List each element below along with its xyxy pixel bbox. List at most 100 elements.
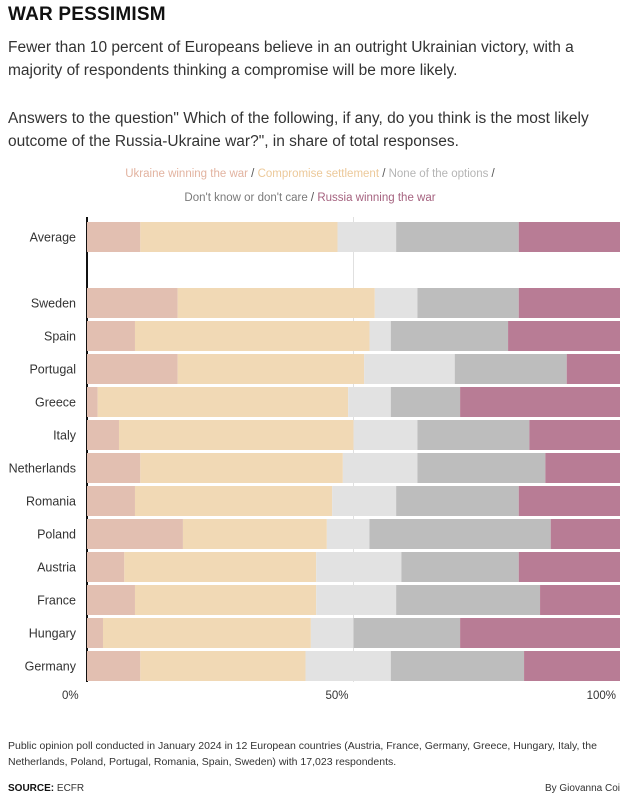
category-label: Poland — [37, 528, 76, 542]
chart-notes: Public opinion poll conducted in January… — [8, 740, 597, 768]
bar-segment-russia — [540, 585, 620, 615]
bar-segment-none — [364, 354, 455, 384]
x-tick-label: 50% — [325, 690, 348, 702]
bar-segment-dontknow — [353, 618, 461, 648]
bar-segment-compromise — [118, 420, 354, 450]
bar-segment-russia — [545, 453, 620, 483]
bar-segment-compromise — [97, 387, 349, 417]
bar-segment-compromise — [134, 486, 333, 516]
bar-segment-dontknow — [417, 420, 530, 450]
bar-segment-none — [348, 387, 391, 417]
bar-segment-compromise — [134, 585, 317, 615]
bar-segment-dontknow — [396, 486, 519, 516]
chart-question: Answers to the question" Which of the fo… — [8, 110, 589, 150]
bar-segment-none — [342, 453, 418, 483]
author-credit: By Giovanna Coi — [544, 783, 620, 794]
bar-segment-ukraine — [87, 486, 135, 516]
bar-segment-compromise — [177, 354, 365, 384]
bar-segment-russia — [518, 222, 620, 252]
bar-segment-none — [374, 288, 418, 318]
bar-segment-none — [353, 420, 418, 450]
bar-segment-russia — [518, 552, 620, 582]
legend-compromise: Compromise settlement — [257, 168, 380, 180]
legend-separator: / — [247, 168, 258, 180]
bar-segment-dontknow — [454, 354, 567, 384]
bar-segment-compromise — [102, 618, 311, 648]
bar-segment-russia — [529, 420, 620, 450]
source-value: ECFR — [56, 783, 85, 794]
bar-segment-compromise — [182, 519, 327, 549]
bar-segment-none — [332, 486, 397, 516]
x-tick-label: 0% — [62, 690, 79, 702]
legend-line-2: Don't know or don't care / Russia winnin… — [0, 191, 620, 205]
legend-separator: / — [488, 168, 495, 180]
bar-segment-ukraine — [87, 585, 135, 615]
bar-segment-ukraine — [87, 552, 125, 582]
bar-segment-dontknow — [369, 519, 551, 549]
legend-dontknow: Don't know or don't care — [184, 192, 308, 204]
bar-segment-none — [337, 222, 397, 252]
bar-segment-compromise — [124, 552, 317, 582]
bar-segment-none — [310, 618, 354, 648]
category-label: Hungary — [29, 627, 77, 641]
category-label: France — [37, 594, 76, 608]
bar-segment-none — [305, 651, 391, 681]
bar-segment-ukraine — [87, 321, 135, 351]
bar-segment-ukraine — [87, 618, 103, 648]
bar-segment-ukraine — [87, 453, 141, 483]
bar-segment-compromise — [140, 222, 338, 252]
bar-segment-dontknow — [390, 651, 525, 681]
category-label: Italy — [53, 429, 77, 443]
bar-segment-ukraine — [87, 222, 141, 252]
category-label: Sweden — [31, 297, 76, 311]
bar-segment-dontknow — [417, 288, 519, 318]
category-label: Average — [30, 231, 76, 245]
bar-segment-compromise — [177, 288, 375, 318]
legend-ukraine: Ukraine winning the war — [125, 168, 248, 180]
bar-segment-ukraine — [87, 288, 178, 318]
category-label: Germany — [25, 660, 77, 674]
legend-separator: / — [379, 168, 389, 180]
category-label: Greece — [35, 396, 76, 410]
bar-segment-ukraine — [87, 420, 119, 450]
bar-segment-russia — [550, 519, 620, 549]
bar-segment-russia — [518, 288, 620, 318]
category-label: Netherlands — [9, 462, 76, 476]
bar-segment-compromise — [134, 321, 370, 351]
stacked-bar-chart: Average Sweden Spain Portugal Greece Italy Net… — [9, 217, 620, 702]
bar-segment-none — [316, 585, 397, 615]
bar-segment-compromise — [140, 651, 306, 681]
bar-segment-none — [369, 321, 391, 351]
legend-russia: Russia winning the war — [317, 192, 436, 204]
bar-segment-none — [316, 552, 402, 582]
bar-segment-ukraine — [87, 387, 98, 417]
bar-segment-russia — [460, 387, 620, 417]
bar-segment-russia — [518, 486, 620, 516]
bar-segment-compromise — [140, 453, 343, 483]
bar-segment-ukraine — [87, 651, 141, 681]
category-label: Romania — [26, 495, 76, 509]
bar-segment-russia — [524, 651, 620, 681]
bar-segment-dontknow — [396, 222, 519, 252]
bar-segment-dontknow — [417, 453, 546, 483]
category-label: Spain — [44, 330, 76, 344]
bar-segment-none — [326, 519, 370, 549]
bar-segment-dontknow — [390, 387, 461, 417]
source-line: SOURCE: ECFR — [8, 783, 84, 794]
bar-segment-russia — [460, 618, 620, 648]
bar-segment-dontknow — [390, 321, 509, 351]
bar-segment-russia — [566, 354, 620, 384]
bar-segment-dontknow — [401, 552, 519, 582]
chart-title: WAR PESSIMISM — [8, 4, 166, 25]
bar-segment-dontknow — [396, 585, 541, 615]
legend-none: None of the options — [388, 168, 489, 180]
x-tick-label: 100% — [587, 690, 616, 702]
bar-segment-russia — [508, 321, 620, 351]
legend-separator: / — [307, 192, 318, 204]
bar-segment-ukraine — [87, 354, 178, 384]
category-label: Portugal — [29, 363, 76, 377]
bar-segment-ukraine — [87, 519, 183, 549]
legend-line-1: Ukraine winning the war / Compromise set… — [0, 167, 620, 181]
category-label: Austria — [37, 561, 76, 575]
chart-subtitle: Fewer than 10 percent of Europeans belie… — [8, 39, 574, 79]
